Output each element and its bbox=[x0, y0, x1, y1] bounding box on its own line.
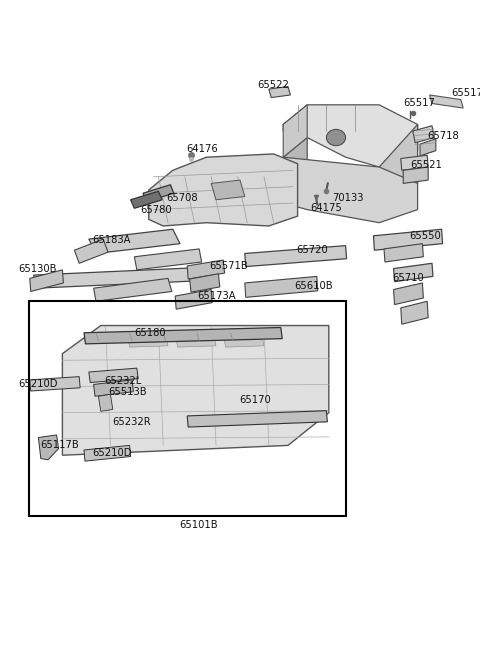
Polygon shape bbox=[175, 333, 216, 347]
Polygon shape bbox=[134, 249, 202, 270]
Polygon shape bbox=[283, 138, 307, 216]
Text: 65101B: 65101B bbox=[179, 520, 217, 531]
Text: 65780: 65780 bbox=[141, 204, 172, 215]
Text: 64176: 64176 bbox=[186, 143, 218, 154]
Polygon shape bbox=[187, 411, 327, 427]
Polygon shape bbox=[401, 301, 428, 324]
Text: 65718: 65718 bbox=[427, 130, 459, 141]
Polygon shape bbox=[143, 185, 174, 202]
Polygon shape bbox=[403, 167, 428, 183]
Text: 65517A: 65517A bbox=[451, 88, 480, 98]
Text: 65210D: 65210D bbox=[93, 448, 132, 458]
Bar bbox=[29, 301, 346, 516]
Text: 65210D: 65210D bbox=[18, 379, 58, 390]
Text: 65708: 65708 bbox=[167, 193, 198, 203]
Polygon shape bbox=[94, 380, 133, 396]
Text: 65571B: 65571B bbox=[209, 261, 248, 271]
Polygon shape bbox=[379, 124, 418, 200]
Text: 65521: 65521 bbox=[410, 160, 442, 170]
Polygon shape bbox=[84, 328, 282, 344]
Text: 65173A: 65173A bbox=[197, 291, 235, 301]
Polygon shape bbox=[34, 267, 209, 288]
Polygon shape bbox=[175, 290, 212, 309]
Text: 65117B: 65117B bbox=[40, 440, 79, 451]
Polygon shape bbox=[149, 154, 298, 226]
Polygon shape bbox=[84, 445, 131, 461]
Text: 64175: 64175 bbox=[311, 203, 342, 214]
Polygon shape bbox=[89, 368, 138, 383]
Polygon shape bbox=[245, 276, 318, 297]
Polygon shape bbox=[190, 274, 220, 292]
Polygon shape bbox=[245, 246, 347, 267]
Polygon shape bbox=[430, 95, 463, 108]
Polygon shape bbox=[283, 157, 418, 223]
Polygon shape bbox=[413, 126, 434, 143]
Polygon shape bbox=[98, 394, 113, 411]
Ellipse shape bbox=[326, 129, 346, 145]
Text: 70133: 70133 bbox=[333, 193, 364, 203]
Polygon shape bbox=[89, 229, 180, 253]
Polygon shape bbox=[384, 244, 423, 262]
Polygon shape bbox=[394, 283, 423, 305]
Polygon shape bbox=[420, 139, 436, 156]
Polygon shape bbox=[211, 180, 245, 200]
Polygon shape bbox=[394, 263, 433, 282]
Text: 65517: 65517 bbox=[403, 98, 435, 108]
Polygon shape bbox=[131, 191, 162, 208]
Polygon shape bbox=[127, 333, 168, 347]
Polygon shape bbox=[283, 105, 418, 167]
Text: 65720: 65720 bbox=[297, 245, 328, 255]
Text: 65513B: 65513B bbox=[108, 386, 147, 397]
Text: 65232L: 65232L bbox=[105, 376, 142, 386]
Polygon shape bbox=[187, 260, 225, 279]
Polygon shape bbox=[223, 333, 264, 347]
Text: 65610B: 65610B bbox=[294, 280, 332, 291]
Text: 65522: 65522 bbox=[258, 80, 289, 90]
Polygon shape bbox=[94, 278, 172, 301]
Polygon shape bbox=[74, 239, 108, 263]
Polygon shape bbox=[30, 377, 80, 391]
Text: 65550: 65550 bbox=[409, 231, 441, 241]
Text: 65130B: 65130B bbox=[18, 263, 57, 274]
Text: 65232R: 65232R bbox=[112, 417, 150, 428]
Text: 65183A: 65183A bbox=[93, 235, 131, 246]
Polygon shape bbox=[373, 229, 443, 250]
Polygon shape bbox=[38, 435, 59, 460]
Text: 65180: 65180 bbox=[134, 328, 166, 338]
Polygon shape bbox=[269, 86, 290, 98]
Polygon shape bbox=[401, 155, 428, 170]
Polygon shape bbox=[30, 270, 63, 291]
Text: 65710: 65710 bbox=[393, 273, 424, 284]
Text: 65170: 65170 bbox=[239, 394, 271, 405]
Polygon shape bbox=[283, 105, 307, 157]
Polygon shape bbox=[62, 326, 329, 455]
